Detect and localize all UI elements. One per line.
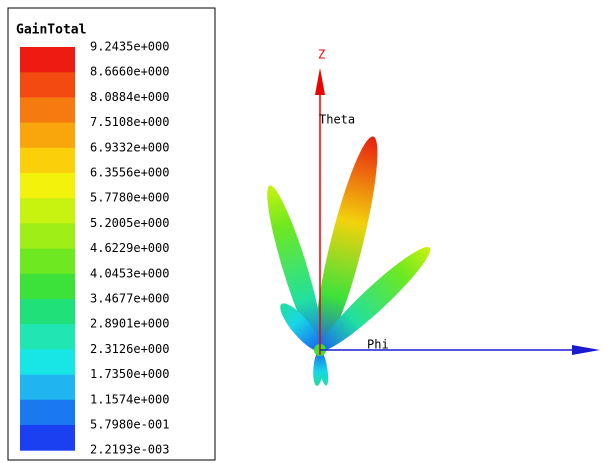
- z-arrow: [315, 68, 325, 95]
- legend-label: 8.0884e+000: [90, 90, 169, 104]
- legend: 9.2435e+000 8.6660e+000 8.0884e+000 7.5108e…: [20, 40, 169, 457]
- legend-band: [20, 198, 75, 224]
- lobe: [315, 136, 378, 351]
- legend-label: 1.1574e+000: [90, 392, 169, 406]
- legend-band: [20, 324, 75, 350]
- legend-label: 4.6229e+000: [90, 241, 169, 255]
- legend-label: 5.2005e+000: [90, 216, 169, 230]
- z-label: Z: [318, 48, 325, 62]
- phi-label: Phi: [367, 338, 389, 352]
- legend-label: 8.6660e+000: [90, 65, 169, 79]
- legend-band: [20, 425, 75, 451]
- legend-band: [20, 47, 75, 73]
- legend-band: [20, 147, 75, 174]
- lobe: [280, 303, 322, 351]
- lobe: [318, 349, 329, 386]
- lobe: [319, 246, 431, 351]
- legend-band: [20, 273, 75, 300]
- pattern: [267, 136, 431, 386]
- legend-label: 4.0453e+000: [90, 266, 169, 280]
- legend-label: 3.4677e+000: [90, 292, 169, 306]
- legend-label: 1.7350e+000: [90, 367, 169, 381]
- legend-label: 7.5108e+000: [90, 115, 169, 129]
- legend-band: [20, 349, 75, 376]
- legend-label: 2.2193e-003: [90, 443, 169, 457]
- legend-band: [20, 97, 75, 124]
- lobe: [267, 185, 323, 351]
- legend-label: 5.7980e-001: [90, 418, 169, 432]
- legend-label: 6.3556e+000: [90, 166, 169, 180]
- legend-band: [20, 173, 75, 199]
- legend-band: [20, 374, 75, 401]
- legend-label: 6.9332e+000: [90, 140, 169, 154]
- phi-arrow: [572, 345, 600, 355]
- legend-label: 2.8901e+000: [90, 317, 169, 331]
- legend-label: 5.7780e+000: [90, 191, 169, 205]
- legend-band: [20, 122, 75, 149]
- legend-band: [20, 223, 75, 250]
- legend-band: [20, 72, 75, 98]
- legend-label: 2.3126e+000: [90, 342, 169, 356]
- legend-title: GainTotal: [16, 23, 86, 38]
- legend-label: 9.2435e+000: [90, 40, 169, 54]
- theta-label: Theta: [319, 113, 355, 127]
- legend-band: [20, 299, 75, 325]
- legend-band: [20, 248, 75, 275]
- legend-band: [20, 399, 75, 426]
